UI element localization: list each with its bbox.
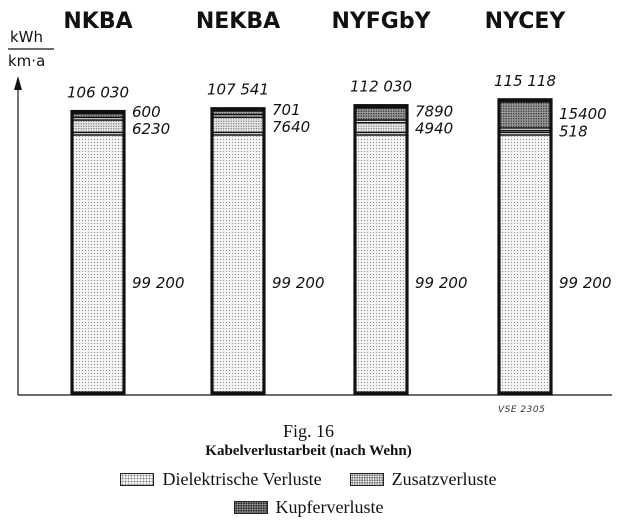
y-unit-bottom: km·a	[8, 52, 45, 70]
legend-label-kupfer: Kupferverluste	[275, 496, 384, 517]
legend-row-2: Kupferverluste	[0, 494, 617, 520]
legend-swatch-dielektrische	[120, 472, 155, 486]
value-label-nycey-kupfer: 15400	[559, 105, 607, 123]
bar-nyfgby-series-1	[354, 121, 408, 134]
legend-swatch-kupfer	[233, 500, 268, 514]
legend-label-zusatz: Zusatzverluste	[391, 468, 497, 489]
total-label-nycey: 115 118	[494, 72, 556, 90]
bar-nkba-series-0	[71, 134, 125, 394]
total-label-nekba: 107 541	[207, 81, 269, 99]
value-label-nyfgby-dielektrische: 99 200	[415, 274, 468, 292]
bar-nyfgby-series-0	[354, 134, 408, 394]
total-label-nkba: 106 030	[67, 84, 129, 102]
legend-swatch-zusatz	[349, 472, 384, 486]
bar-nkba-series-1	[71, 119, 125, 134]
value-label-nekba-zusatz: 7640	[272, 118, 310, 136]
legend-item-zusatz: Zusatzverluste	[349, 468, 497, 490]
source-code: VSE 2305	[498, 405, 545, 415]
legend-item-dielektrische: Dielektrische Verluste	[120, 468, 322, 490]
bar-cap-nekba	[212, 107, 264, 112]
category-label-nekba: NEKBA	[196, 9, 280, 34]
legend-item-kupfer: Kupferverluste	[233, 496, 384, 518]
value-label-nkba-dielektrische: 99 200	[132, 274, 185, 292]
value-label-nyfgby-zusatz: 4940	[415, 120, 453, 138]
category-label-nyfgby: NYFGbY	[331, 9, 431, 34]
figure-number: Fig. 16	[282, 421, 334, 441]
bar-nycey-series-1	[498, 129, 552, 134]
bar-cap-nkba	[72, 110, 124, 115]
y-unit-top: kWh	[10, 28, 43, 46]
legend-row-1: Dielektrische Verluste Zusatzverluste	[0, 466, 617, 492]
category-label-nkba: NKBA	[63, 9, 132, 34]
figure-title: Kabelverlustarbeit (nach Wehn)	[205, 443, 412, 459]
category-label-nycey: NYCEY	[485, 9, 567, 34]
chart: kWh km·a VSE 2305 NKBA 106 030 99 200 60062…	[8, 9, 612, 415]
value-label-nyfgby-kupfer: 7890	[415, 103, 453, 121]
legend: Dielektrische Verluste Zusatzverluste Ku…	[0, 466, 617, 520]
value-label-nkba-zusatz: 6230	[132, 120, 170, 138]
bar-nekba-series-0	[211, 134, 265, 394]
bar-nekba-series-1	[211, 116, 265, 134]
total-label-nyfgby: 112 030	[350, 78, 412, 96]
bar-cap-nyfgby	[355, 104, 407, 109]
value-label-nkba-kupfer: 600	[132, 103, 161, 121]
value-label-nycey-zusatz: 518	[559, 123, 588, 141]
bar-cap-nycey	[499, 98, 551, 103]
bar-nycey-series-2	[498, 99, 552, 129]
value-label-nekba-kupfer: 701	[272, 101, 301, 119]
value-label-nekba-dielektrische: 99 200	[272, 274, 325, 292]
value-label-nycey-dielektrische: 99 200	[559, 274, 612, 292]
bar-nycey-series-0	[498, 134, 552, 394]
legend-label-dielektrische: Dielektrische Verluste	[162, 468, 322, 489]
y-axis-arrow	[14, 76, 22, 90]
